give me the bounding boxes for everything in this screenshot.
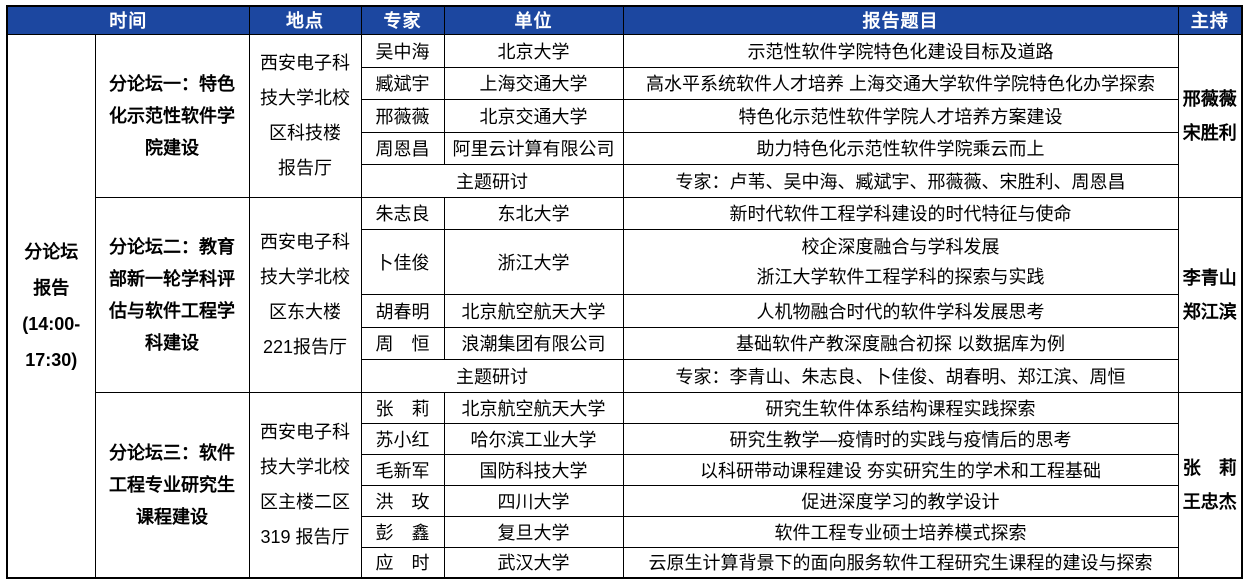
expert-unit: 阿里云计算有限公司: [443, 131, 624, 165]
session-1-title: 分论坛一：特色 化示范性软件学 院建设: [94, 33, 250, 198]
talk-title: 基础软件产教深度融合初探 以数据库为例: [622, 326, 1179, 360]
expert-name: 臧斌宇: [360, 66, 445, 100]
expert-unit: 上海交通大学: [443, 66, 624, 100]
expert-unit: 北京航空航天大学: [443, 391, 624, 424]
expert-name: 朱志良: [360, 196, 445, 230]
table-row: 臧斌宇 上海交通大学 高水平系统软件人才培养 上海交通大学软件学院特色化办学探索: [7, 66, 1242, 100]
expert-unit: 浙江大学: [443, 228, 624, 295]
session-3-location: 西安电子科 技大学北校 区主楼二区 319 报告厅: [248, 391, 362, 579]
expert-name: 周 恒: [360, 326, 445, 360]
col-header-title: 报告题目: [622, 5, 1179, 35]
forum-schedule-table: 时间 地点 专家 单位 报告题目 主持 分论坛 报告 (14:00- 17:30…: [6, 5, 1243, 579]
expert-unit: 国防科技大学: [443, 453, 624, 486]
expert-name: 邢薇薇: [360, 98, 445, 133]
session-2-host: 李青山 郑江滨: [1177, 196, 1243, 393]
discussion-row: 主题研讨 专家：卢苇、吴中海、臧斌宇、邢薇薇、宋胜利、周恩昌: [7, 163, 1242, 198]
col-header-unit: 单位: [443, 5, 624, 35]
expert-unit: 复旦大学: [443, 515, 624, 548]
expert-unit: 东北大学: [443, 196, 624, 230]
table-row: 分论坛 报告 (14:00- 17:30) 分论坛一：特色 化示范性软件学 院建…: [6, 33, 1243, 579]
session-2-location: 西安电子科 技大学北校 区东大楼 221报告厅: [248, 196, 362, 393]
session-3-title: 分论坛三：软件 工程专业研究生 课程建设: [94, 391, 250, 579]
talk-title: 人机物融合时代的软件学科发展思考: [622, 293, 1179, 328]
table-row: 周 恒 浪潮集团有限公司 基础软件产教深度融合初探 以数据库为例: [7, 326, 1242, 360]
expert-name: 胡春明: [360, 293, 445, 328]
talk-title: 示范性软件学院特色化建设目标及道路: [622, 33, 1179, 68]
session-3-host: 张 莉 王忠杰: [1177, 391, 1243, 579]
header-row: 时间 地点 专家 单位 报告题目 主持: [6, 5, 1243, 35]
expert-name: 卜佳俊: [360, 228, 445, 295]
talk-title: 新时代软件工程学科建设的时代特征与使命: [622, 196, 1179, 230]
session-1-host: 邢薇薇 宋胜利: [1177, 33, 1243, 198]
expert-unit: 浪潮集团有限公司: [443, 326, 624, 360]
expert-unit: 武汉大学: [443, 546, 624, 579]
talk-title: 研究生教学—疫情时的实践与疫情后的思考: [622, 422, 1179, 455]
talk-title: 高水平系统软件人才培养 上海交通大学软件学院特色化办学探索: [622, 66, 1179, 100]
session-1-location: 西安电子科 技大学北校 区科技楼 报告厅: [248, 33, 362, 198]
talk-title: 云原生计算背景下的面向服务软件工程研究生课程的建设与探索: [622, 546, 1179, 579]
expert-unit: 北京交通大学: [443, 98, 624, 133]
expert-name: 张 莉: [360, 391, 445, 424]
talk-title: 软件工程专业硕士培养模式探索: [622, 515, 1179, 548]
expert-unit: 北京大学: [443, 33, 624, 68]
table-row: 应 时 武汉大学 云原生计算背景下的面向服务软件工程研究生课程的建设与探索: [7, 546, 1242, 579]
table-row: 分论坛二：教育 部新一轮学科评 估与软件工程学 科建设 西安电子科 技大学北校 …: [7, 196, 1243, 393]
expert-unit: 哈尔滨工业大学: [443, 422, 624, 455]
col-header-location: 地点: [248, 5, 362, 35]
col-header-host: 主持: [1177, 5, 1243, 35]
session-2-title: 分论坛二：教育 部新一轮学科评 估与软件工程学 科建设: [94, 196, 250, 393]
table-row: 洪 玫 四川大学 促进深度学习的教学设计: [7, 484, 1242, 517]
expert-unit: 北京航空航天大学: [443, 293, 624, 328]
expert-name: 苏小红: [360, 422, 445, 455]
talk-title: 助力特色化示范性软件学院乘云而上: [622, 131, 1179, 165]
talk-title: 促进深度学习的教学设计: [622, 484, 1179, 517]
expert-name: 吴中海: [360, 33, 445, 68]
col-header-time: 时间: [6, 5, 250, 35]
expert-unit: 四川大学: [443, 484, 624, 517]
expert-name: 应 时: [360, 546, 445, 579]
table-row: 邢薇薇 北京交通大学 特色化示范性软件学院人才培养方案建设: [7, 98, 1242, 133]
table-row: 毛新军 国防科技大学 以科研带动课程建设 夯实研究生的学术和工程基础: [7, 453, 1242, 486]
table-row: 苏小红 哈尔滨工业大学 研究生教学—疫情时的实践与疫情后的思考: [7, 422, 1242, 455]
talk-title: 研究生软件体系结构课程实践探索: [622, 391, 1179, 424]
discussion-experts: 专家：卢苇、吴中海、臧斌宇、邢薇薇、宋胜利、周恩昌: [622, 163, 1179, 198]
discussion-row: 主题研讨 专家：李青山、朱志良、卜佳俊、胡春明、郑江滨、周恒: [7, 358, 1242, 393]
expert-name: 毛新军: [360, 453, 445, 486]
col-header-expert: 专家: [360, 5, 445, 35]
talk-title: 特色化示范性软件学院人才培养方案建设: [622, 98, 1179, 133]
forum-time-label: 分论坛 报告 (14:00- 17:30): [6, 33, 96, 579]
talk-title: 以科研带动课程建设 夯实研究生的学术和工程基础: [622, 453, 1179, 486]
expert-name: 彭 鑫: [360, 515, 445, 548]
table-row: 分论坛三：软件 工程专业研究生 课程建设 西安电子科 技大学北校 区主楼二区 3…: [7, 391, 1243, 579]
discussion-label: 主题研讨: [360, 358, 624, 393]
table-row: 彭 鑫 复旦大学 软件工程专业硕士培养模式探索: [7, 515, 1242, 548]
discussion-label: 主题研讨: [360, 163, 624, 198]
discussion-experts: 专家：李青山、朱志良、卜佳俊、胡春明、郑江滨、周恒: [622, 358, 1179, 393]
expert-name: 周恩昌: [360, 131, 445, 165]
talk-title: 校企深度融合与学科发展 浙江大学软件工程学科的探索与实践: [622, 228, 1179, 295]
table-row: 胡春明 北京航空航天大学 人机物融合时代的软件学科发展思考: [7, 293, 1242, 328]
expert-name: 洪 玫: [360, 484, 445, 517]
